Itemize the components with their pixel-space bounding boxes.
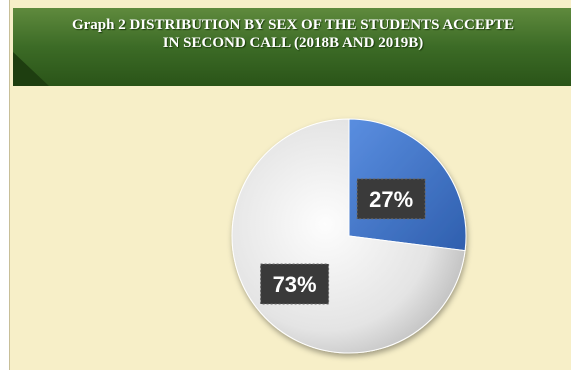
data-label-text-2: 73% <box>273 272 317 297</box>
data-label-2: 73% <box>260 263 330 305</box>
data-label-box-1 <box>356 178 426 220</box>
data-label-box-2 <box>260 263 330 305</box>
data-label-1: 27% <box>356 178 426 220</box>
chart-title: Graph 2 DISTRIBUTION BY SEX OF THE STUDE… <box>71 17 515 51</box>
chart-title-bar: Graph 2 DISTRIBUTION BY SEX OF THE STUDE… <box>13 8 571 86</box>
data-label-text-1: 27% <box>369 187 413 212</box>
